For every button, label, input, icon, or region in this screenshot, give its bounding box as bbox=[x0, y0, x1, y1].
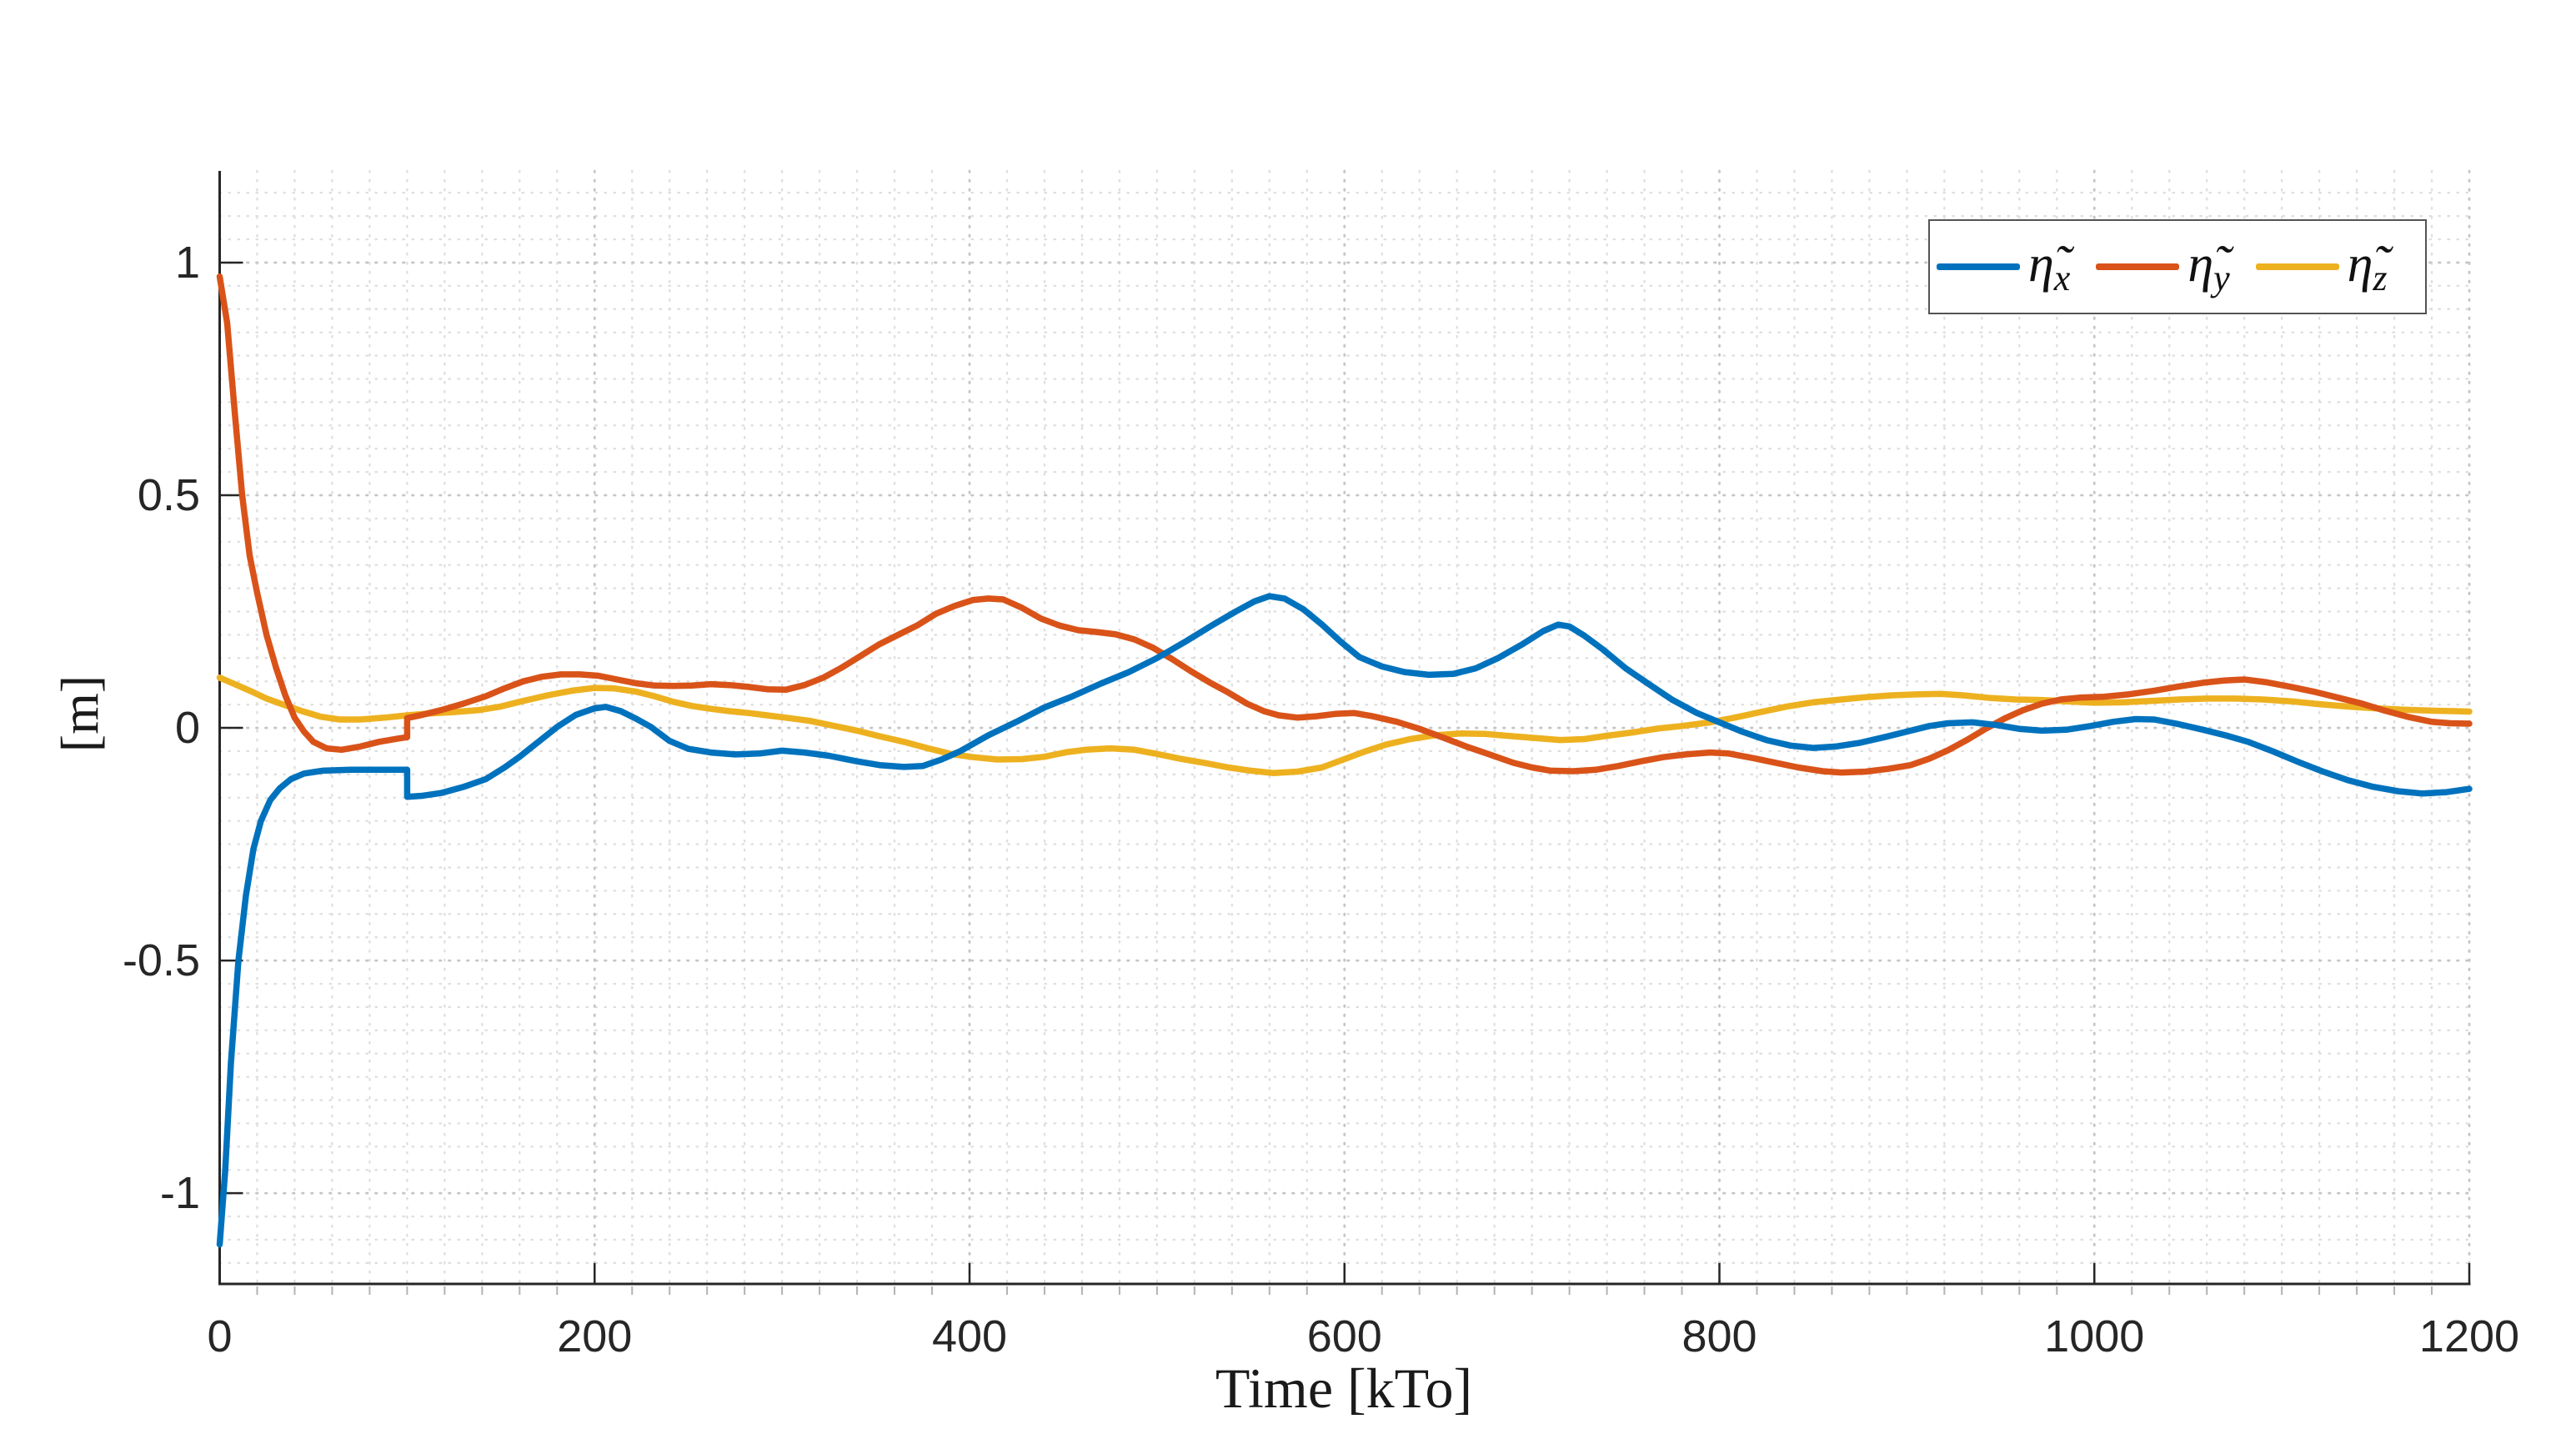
legend-line-swatch-eta-y bbox=[2096, 263, 2180, 270]
axis-ticks bbox=[219, 261, 2471, 1295]
x-tick-label-1000: 1000 bbox=[2044, 1311, 2145, 1361]
grid-major bbox=[218, 169, 2471, 1286]
x-tick-label-400: 400 bbox=[931, 1311, 1008, 1361]
y-tick-label--1: -1 bbox=[159, 1168, 200, 1219]
series-line-eta-y bbox=[216, 273, 2473, 776]
legend[interactable]: η̃x η̃y η̃z bbox=[1928, 219, 2427, 314]
axis-spines bbox=[218, 171, 2471, 1286]
legend-label-eta-y: η̃y bbox=[2188, 235, 2230, 298]
x-tick-label-200: 200 bbox=[557, 1311, 633, 1361]
series-line-eta-x bbox=[216, 593, 2473, 1248]
x-tick-label-0: 0 bbox=[207, 1311, 233, 1361]
x-axis-label: Time [kTo] bbox=[1215, 1356, 1473, 1420]
x-tick-label-1200: 1200 bbox=[2418, 1311, 2520, 1361]
series-line-eta-z bbox=[216, 674, 2473, 776]
y-tick-label-0: 0 bbox=[174, 703, 200, 754]
x-tick-label-600: 600 bbox=[1306, 1311, 1382, 1361]
grid-minor bbox=[218, 169, 2471, 1286]
legend-label-eta-z: η̃z bbox=[2347, 235, 2388, 298]
legend-line-swatch-eta-x bbox=[1937, 263, 2020, 270]
series-lines bbox=[216, 273, 2473, 1248]
legend-item-eta-z: η̃z bbox=[2255, 235, 2415, 299]
legend-label-eta-x: η̃x bbox=[2028, 235, 2071, 298]
y-tick-label--0.5: -0.5 bbox=[122, 935, 200, 986]
legend-line-swatch-eta-z bbox=[2255, 263, 2339, 270]
legend-item-eta-x: η̃x bbox=[1937, 235, 2096, 299]
y-tick-label-1: 1 bbox=[174, 237, 200, 288]
y-tick-label-0.5: 0.5 bbox=[137, 470, 200, 520]
legend-item-eta-y: η̃y bbox=[2096, 235, 2255, 299]
x-tick-label-800: 800 bbox=[1681, 1311, 1757, 1361]
